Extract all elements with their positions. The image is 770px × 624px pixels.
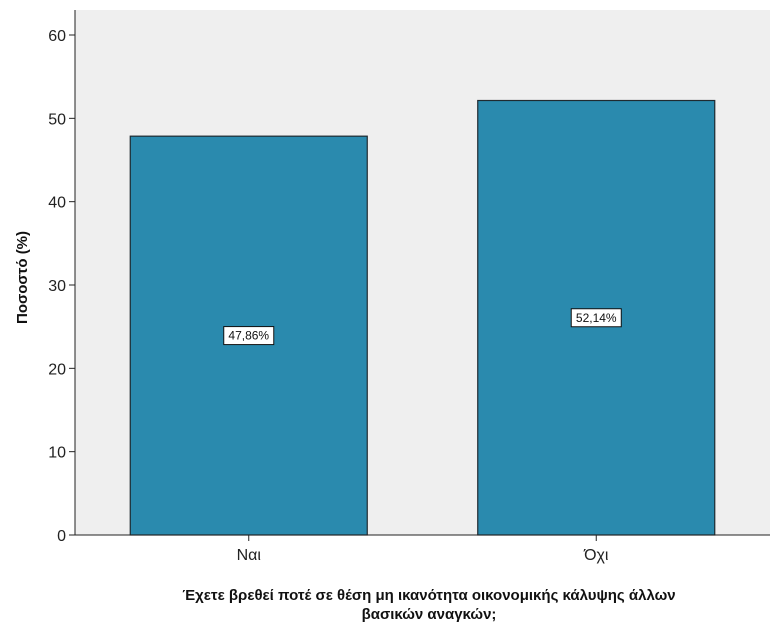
y-tick-label: 0 — [57, 528, 66, 545]
data-label-1: 47,86% — [228, 329, 269, 343]
y-tick-label: 10 — [48, 445, 66, 462]
x-axis-title-line-2: βασικών αναγκών; — [362, 606, 497, 623]
data-label-box-2 — [570, 308, 622, 328]
y-tick-label: 20 — [48, 361, 66, 378]
bars: 47,86% 52,14% — [129, 99, 716, 536]
x-axis-ticks: Ναι Όχι — [237, 535, 609, 564]
x-tick-label: Ναι — [237, 547, 262, 564]
y-tick-label: 60 — [48, 28, 66, 45]
data-label-box-1 — [223, 326, 275, 346]
y-tick-label: 40 — [48, 195, 66, 212]
y-axis-ticks: 0 10 20 30 40 50 60 — [48, 28, 75, 545]
data-label-2: 52,14% — [576, 311, 617, 325]
x-tick-label: Όχι — [583, 547, 609, 564]
y-axis-title: Ποσοστό (%) — [14, 231, 31, 324]
y-tick-label: 30 — [48, 278, 66, 295]
x-axis-title-line-1: Έχετε βρεθεί ποτέ σε θέση μη ικανότητα ο… — [182, 587, 675, 604]
y-tick-label: 50 — [48, 111, 66, 128]
